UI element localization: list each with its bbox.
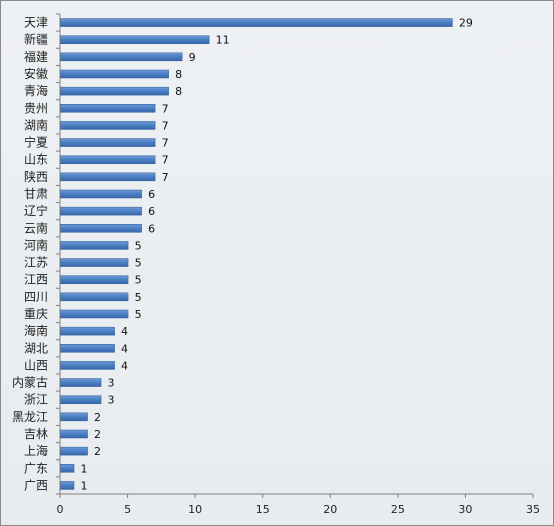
category-label: 江西: [24, 273, 48, 287]
bar: [60, 395, 102, 404]
bar: [60, 275, 129, 284]
bar: [60, 138, 156, 147]
category-label: 湖南: [24, 117, 48, 132]
bar-value-label: 11: [216, 34, 230, 47]
category-label: 山东: [24, 153, 48, 167]
category-label: 内蒙古: [12, 375, 48, 390]
bar-value-label: 2: [94, 428, 101, 441]
category-label: 山西: [24, 358, 48, 372]
category-label: 四川: [24, 290, 48, 304]
bar: [60, 326, 115, 336]
bar-value-label: 5: [135, 291, 142, 304]
category-label: 新疆: [24, 32, 48, 47]
category-label: 云南: [24, 220, 48, 235]
x-tick-label: 20: [323, 503, 337, 516]
bar-value-label: 2: [94, 411, 101, 424]
bar: [60, 104, 156, 113]
bar-value-label: 7: [162, 119, 169, 132]
bar: [60, 464, 75, 473]
category-label: 辽宁: [24, 203, 48, 218]
bar: [60, 378, 102, 387]
bar-value-label: 29: [459, 17, 473, 30]
category-label: 贵州: [24, 101, 48, 115]
category-label: 河南: [24, 237, 48, 252]
category-label: 甘肃: [24, 187, 48, 201]
bar-value-label: 1: [81, 479, 88, 492]
bar-value-label: 1: [81, 462, 88, 475]
bar: [60, 481, 75, 490]
x-tick-label: 35: [526, 503, 540, 516]
category-label: 江苏: [24, 256, 48, 270]
axis-layer: 天津新疆福建安徽青海贵州湖南宁夏山东陕西甘肃辽宁云南河南江苏江西四川重庆海南湖北…: [12, 13, 540, 516]
bar: [60, 18, 453, 27]
bar-value-label: 9: [189, 51, 196, 64]
bar-value-label: 6: [148, 222, 155, 235]
bar-value-label: 7: [162, 102, 169, 115]
category-label: 浙江: [24, 393, 48, 407]
bar: [60, 69, 169, 79]
x-tick-label: 0: [57, 503, 64, 516]
category-label: 宁夏: [24, 135, 48, 150]
bar-value-label: 4: [121, 342, 128, 355]
bar-value-label: 7: [162, 137, 169, 150]
bar-value-label: 7: [162, 154, 169, 167]
bar: [60, 35, 210, 44]
bar: [60, 86, 169, 96]
category-label: 陕西: [24, 169, 48, 184]
bar: [60, 258, 129, 267]
category-label: 广东: [24, 461, 48, 475]
bar-value-label: 3: [108, 394, 115, 407]
bar-value-label: 4: [121, 359, 128, 372]
category-label: 广西: [24, 478, 48, 492]
category-label: 安徽: [24, 66, 48, 81]
category-label: 福建: [24, 49, 48, 64]
x-tick-label: 5: [124, 503, 131, 516]
bar: [60, 224, 142, 233]
x-tick-label: 10: [188, 503, 202, 516]
bar: [60, 206, 142, 216]
bar-value-label: 2: [94, 445, 101, 458]
x-tick-label: 30: [458, 503, 472, 516]
bar-value-label: 5: [135, 274, 142, 287]
bar: [60, 155, 156, 164]
category-label: 湖北: [24, 340, 48, 355]
bar: [60, 52, 183, 62]
bar-value-label: 5: [135, 308, 142, 321]
bar-value-label: 6: [148, 188, 155, 201]
bar: [60, 412, 88, 422]
category-label: 海南: [24, 323, 48, 338]
bar: [60, 429, 88, 439]
bar: [60, 344, 115, 353]
bar-value-label: 5: [135, 257, 142, 270]
category-label: 黑龙江: [12, 410, 48, 424]
bar: [60, 241, 129, 250]
bar-value-label: 4: [121, 325, 128, 338]
x-tick-label: 25: [391, 503, 405, 516]
bar-value-label: 8: [175, 85, 182, 98]
bar: [60, 446, 88, 456]
x-tick-label: 15: [256, 503, 270, 516]
category-label: 重庆: [24, 307, 48, 321]
bar-value-label: 6: [148, 205, 155, 218]
bar: [60, 189, 142, 199]
bar-value-label: 5: [135, 239, 142, 252]
bar: [60, 361, 115, 370]
category-label: 天津: [24, 16, 48, 30]
bar: [60, 121, 156, 130]
bar-value-label: 7: [162, 171, 169, 184]
category-label: 上海: [24, 443, 48, 458]
category-label: 青海: [24, 83, 48, 98]
bar: [60, 309, 129, 319]
bar-value-label: 8: [175, 68, 182, 81]
bar: [60, 172, 156, 182]
bar: [60, 292, 129, 302]
category-label: 吉林: [24, 427, 48, 441]
bar-value-label: 3: [108, 377, 115, 390]
